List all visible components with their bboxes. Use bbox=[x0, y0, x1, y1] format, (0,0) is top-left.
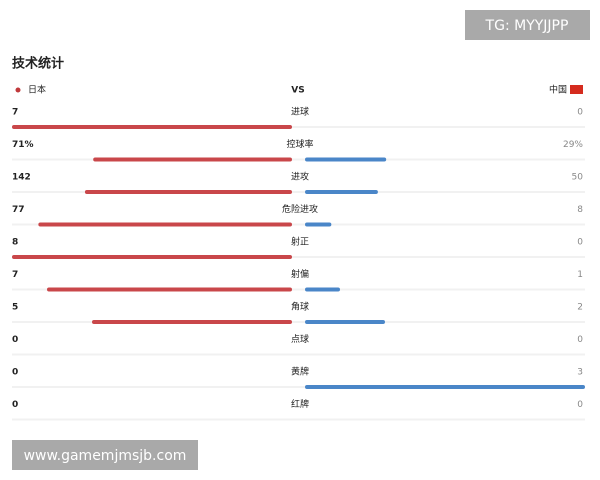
stat-label: 射偏 bbox=[291, 268, 309, 280]
home-bar bbox=[93, 157, 292, 162]
away-team: 中国 bbox=[549, 84, 567, 96]
away-bar bbox=[305, 157, 387, 162]
away-value: 0 bbox=[577, 238, 583, 248]
track bbox=[12, 418, 585, 421]
away-bar bbox=[305, 385, 585, 389]
home-bar bbox=[12, 125, 292, 129]
watermark-box bbox=[12, 440, 198, 470]
vs: VS bbox=[291, 86, 304, 96]
home-bar bbox=[12, 255, 292, 259]
home-value: 0 bbox=[12, 368, 18, 378]
stat-label: 危险进攻 bbox=[282, 203, 318, 215]
away-value: 3 bbox=[577, 368, 583, 378]
away-value: 0 bbox=[577, 400, 583, 410]
away-value: 50 bbox=[572, 173, 584, 183]
away-value: 0 bbox=[577, 108, 583, 118]
away-value: 2 bbox=[577, 303, 583, 313]
home-bar bbox=[84, 190, 293, 194]
track bbox=[12, 158, 585, 161]
away-bar bbox=[305, 287, 340, 292]
title: 技术统计 bbox=[12, 56, 64, 72]
stat-label: 控球率 bbox=[286, 138, 313, 150]
track bbox=[12, 256, 585, 258]
home-value: 77 bbox=[12, 205, 25, 215]
away-flag bbox=[570, 85, 583, 94]
away-bar bbox=[305, 222, 332, 227]
home-value: 7 bbox=[12, 108, 18, 118]
track bbox=[12, 386, 585, 388]
home-bar bbox=[47, 287, 292, 292]
away-bar bbox=[305, 320, 385, 324]
stat-label: 进攻 bbox=[291, 171, 309, 183]
stat-label: 红牌 bbox=[291, 398, 309, 410]
track bbox=[12, 288, 585, 291]
home-value: 7 bbox=[12, 270, 18, 280]
home-team: 日本 bbox=[28, 84, 46, 96]
away-value: 0 bbox=[577, 335, 583, 345]
home-value: 0 bbox=[12, 335, 18, 345]
home-value: 8 bbox=[12, 238, 18, 248]
track bbox=[12, 321, 585, 323]
home-value: 142 bbox=[12, 173, 31, 183]
home-value: 0 bbox=[12, 400, 18, 410]
stat-label: 点球 bbox=[291, 333, 309, 345]
home-value: 5 bbox=[12, 303, 18, 313]
stat-label: 黄牌 bbox=[291, 366, 309, 378]
away-value: 1 bbox=[577, 270, 583, 280]
away-bar bbox=[305, 190, 378, 194]
home-bar bbox=[92, 320, 292, 324]
home-dot bbox=[15, 87, 21, 93]
home-bar bbox=[38, 222, 293, 227]
away-value: 8 bbox=[577, 205, 583, 215]
track bbox=[12, 126, 585, 128]
stat-label: 角球 bbox=[291, 301, 309, 313]
track bbox=[12, 223, 585, 226]
away-value: 29% bbox=[563, 140, 583, 150]
track bbox=[12, 353, 585, 356]
track bbox=[12, 191, 585, 193]
watermark: TG: MYYJJPP bbox=[485, 18, 569, 34]
watermark-box bbox=[465, 10, 590, 40]
stat-label: 射正 bbox=[291, 236, 309, 248]
home-value: 71% bbox=[12, 140, 34, 150]
stat-label: 进球 bbox=[291, 106, 309, 118]
watermark: www.gamemjmsjb.com bbox=[24, 448, 187, 464]
